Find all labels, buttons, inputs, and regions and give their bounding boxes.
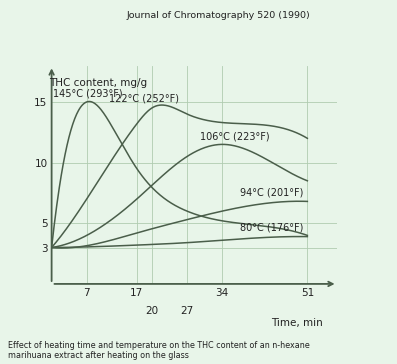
Text: 27: 27 xyxy=(180,306,194,316)
Text: 80°C (176°F): 80°C (176°F) xyxy=(240,223,303,233)
Text: 122°C (252°F): 122°C (252°F) xyxy=(109,93,179,103)
Text: THC content, mg/g: THC content, mg/g xyxy=(49,78,147,88)
Text: Effect of heating time and temperature on the THC content of an n-hexane
marihua: Effect of heating time and temperature o… xyxy=(8,341,310,360)
Text: 94°C (201°F): 94°C (201°F) xyxy=(240,188,303,198)
Text: 145°C (293°F): 145°C (293°F) xyxy=(53,88,123,98)
Text: 20: 20 xyxy=(145,306,158,316)
Text: 106°C (223°F): 106°C (223°F) xyxy=(200,132,269,142)
Text: Time, min: Time, min xyxy=(271,318,322,328)
Text: Journal of Chromatography 520 (1990): Journal of Chromatography 520 (1990) xyxy=(127,11,310,20)
